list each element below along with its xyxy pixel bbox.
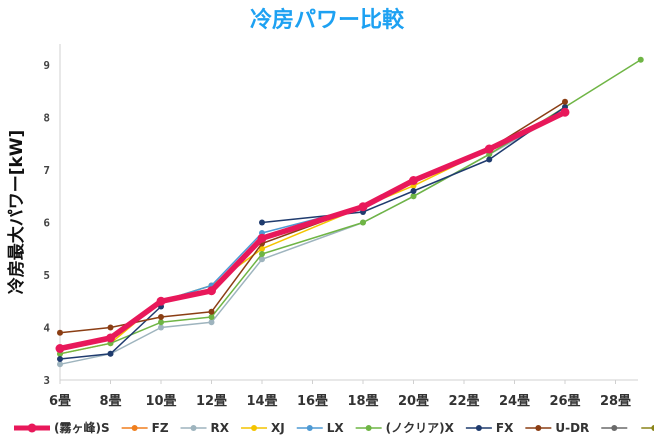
data-point xyxy=(410,188,417,194)
legend-marker xyxy=(306,425,313,431)
data-point xyxy=(208,314,215,320)
legend-label: LX xyxy=(327,421,345,435)
x-tick-label: 28畳 xyxy=(600,394,631,409)
data-point xyxy=(57,356,63,362)
legend-item: XJ xyxy=(241,421,285,435)
x-tick-label: 8畳 xyxy=(99,394,121,409)
data-point xyxy=(360,219,366,226)
legend-item xyxy=(641,425,654,431)
chart-title: 冷房パワー比較 xyxy=(250,7,405,33)
data-point xyxy=(57,329,63,336)
x-tick-label: 22畳 xyxy=(448,394,479,409)
data-point xyxy=(158,324,164,331)
legend-marker xyxy=(27,423,37,433)
data-point xyxy=(358,202,368,212)
legend-marker xyxy=(535,425,542,431)
data-point xyxy=(55,344,65,353)
legend-label: (霧ヶ峰)S xyxy=(54,420,110,435)
legend-label: FZ xyxy=(152,421,169,435)
data-point xyxy=(156,296,166,306)
series-line xyxy=(261,106,566,224)
x-tick-label: 20畳 xyxy=(398,394,429,409)
legend-label: U-DR xyxy=(555,421,589,435)
data-point xyxy=(107,350,114,357)
legend-marker xyxy=(251,425,258,431)
legend-label: XJ xyxy=(271,421,285,435)
x-tick-label: 24畳 xyxy=(499,394,530,409)
legend-marker xyxy=(365,425,372,431)
series-(ノクリア)X xyxy=(57,56,644,357)
legend-label: RX xyxy=(211,421,230,435)
x-tick-label: 14畳 xyxy=(246,394,277,409)
data-point xyxy=(560,107,570,117)
data-point xyxy=(158,314,164,320)
data-point xyxy=(259,256,265,263)
data-point xyxy=(259,251,265,257)
x-tick-label: 26畳 xyxy=(549,394,580,409)
x-tick-label: 12畳 xyxy=(196,394,227,409)
y-tick-label: 6 xyxy=(43,217,50,230)
x-tick-label: 6畳 xyxy=(49,394,71,409)
legend-item: RX xyxy=(180,421,230,435)
data-point xyxy=(562,98,568,105)
data-point xyxy=(106,333,115,343)
data-point xyxy=(208,319,215,326)
y-axis-label: 冷房最大パワー[kW] xyxy=(6,130,27,295)
y-tick-label: 5 xyxy=(43,269,50,282)
y-tick-label: 3 xyxy=(43,374,50,387)
legend-item: LX xyxy=(296,421,345,435)
legend-marker xyxy=(651,425,654,431)
data-point xyxy=(637,56,644,63)
data-point xyxy=(57,361,63,368)
data-point xyxy=(486,156,493,163)
legend-item xyxy=(601,425,628,431)
x-tick-label: 10畳 xyxy=(145,394,176,409)
x-tick-label: 18畳 xyxy=(347,394,378,409)
legend: (霧ヶ峰)S FZ RX XJ LX (ノクリア)X FX U-DR xyxy=(14,420,654,435)
legend-marker xyxy=(131,425,138,431)
y-tick-label: 8 xyxy=(43,112,50,125)
legend-label: (ノクリア)X xyxy=(386,421,455,435)
y-tick-label: 7 xyxy=(43,164,50,177)
data-point xyxy=(259,245,265,252)
data-point xyxy=(158,319,164,326)
data-point xyxy=(107,324,114,331)
legend-marker xyxy=(475,425,482,431)
legend-item: FX xyxy=(465,421,514,435)
legend-marker xyxy=(190,425,197,431)
data-point xyxy=(259,219,265,226)
y-tick-label: 9 xyxy=(43,59,50,72)
legend-item: (霧ヶ峰)S xyxy=(14,420,110,435)
y-tick-label: 4 xyxy=(43,322,50,335)
data-point xyxy=(257,233,267,243)
data-point xyxy=(409,176,418,185)
series-(霧ヶ峰)S xyxy=(55,107,570,353)
legend-label: FX xyxy=(496,421,514,435)
series-layer xyxy=(55,56,644,368)
legend-item: (ノクリア)X xyxy=(355,421,455,435)
data-point xyxy=(208,308,215,315)
axes: 3 4 5 6 7 8 9 6畳 8畳 10畳 12畳 14畳 16畳 18畳 20畳 22畳 24畳 26畳 28… xyxy=(43,44,638,409)
x-tick-label: 16畳 xyxy=(297,394,328,409)
legend-marker xyxy=(611,425,618,431)
legend-item: U-DR xyxy=(525,421,589,435)
data-point xyxy=(484,144,494,154)
legend-item: FZ xyxy=(121,421,169,435)
data-point xyxy=(410,193,417,200)
data-point xyxy=(207,286,216,296)
